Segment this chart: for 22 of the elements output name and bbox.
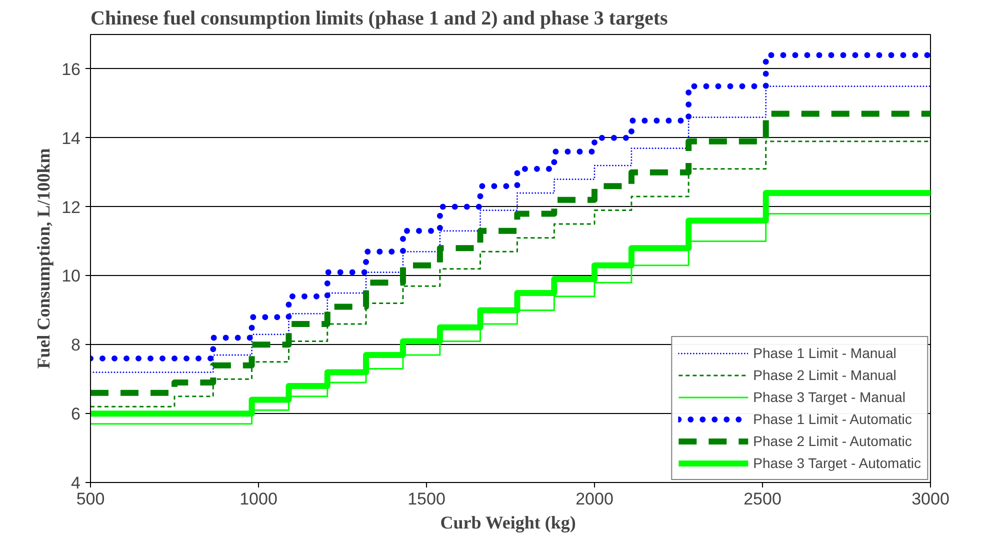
legend-label: Phase 3 Target - Automatic [753,454,921,473]
y-tick-label: 16 [62,60,81,79]
y-tick-label: 10 [62,266,81,286]
legend-label: Phase 2 Limit - Manual [753,366,896,385]
legend-label: Phase 1 Limit - Automatic [753,410,912,429]
x-tick-label: 3000 [912,490,950,508]
legend-label: Phase 3 Target - Manual [753,388,906,407]
x-tick-label: 1500 [408,490,446,508]
x-tick-label: 1000 [240,490,278,508]
y-axis-title: Fuel Consumption, L/100km [34,148,54,369]
y-tick-label: 12 [62,198,81,217]
y-tick-label: 14 [62,128,81,148]
legend-label: Phase 1 Limit - Manual [753,344,896,363]
y-tick-label: 6 [71,404,81,424]
chart-title: Chinese fuel consumption limits (phase 1 and 2) and phase 3 targets [90,8,668,30]
y-tick-label: 4 [71,474,81,492]
x-tick-label: 2500 [744,490,782,508]
legend-label: Phase 2 Limit - Automatic [753,432,912,451]
x-tick-label: 2000 [576,490,614,508]
y-tick-label: 8 [71,336,81,355]
x-tick-label: 500 [76,490,105,508]
x-axis-title: Curb Weight (kg) [440,512,576,532]
